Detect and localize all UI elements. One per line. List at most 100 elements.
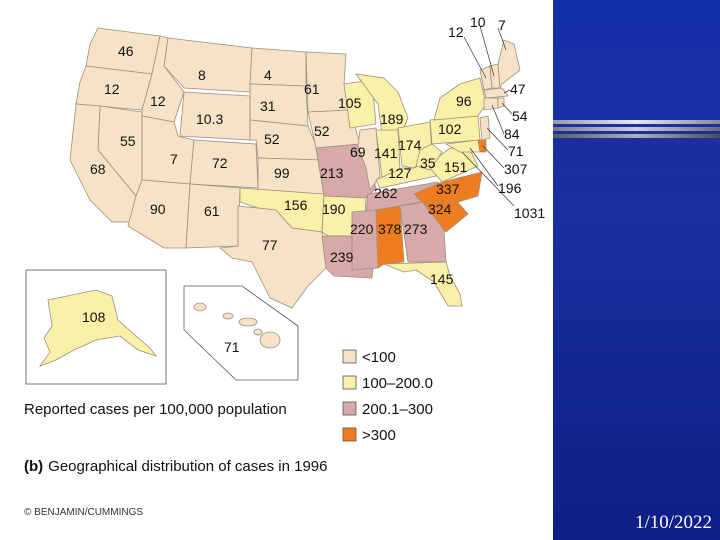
state-sd [249,83,309,127]
leader-line [469,147,499,187]
state-nj [479,115,491,141]
label-ky: 127 [388,165,412,181]
label-wv: 35 [420,155,436,171]
label-or: 12 [104,81,120,97]
legend-label-vhigh: >300 [362,427,396,444]
state-ms [351,209,379,271]
label-ia: 52 [314,123,330,139]
leader-line [482,145,505,169]
legend-label-low: <100 [362,349,396,366]
legend-swatch-vhigh [342,427,357,442]
legend-swatch-high [342,401,357,416]
label-md: 196 [498,180,522,196]
hawaii-islands [193,302,281,349]
legend-swatch-low [342,349,357,364]
label-mt: 8 [198,67,206,83]
label-co: 72 [212,155,228,171]
island [253,328,263,336]
label-ok: 156 [284,197,308,213]
blue-side-panel [553,0,720,540]
copyright-text: © BENJAMIN/CUMMINGS [24,507,143,518]
northeast-callouts: 12 10 7 47 54 84 71 307 196 1031 [448,14,545,221]
label-hi: 71 [224,339,240,355]
label-ne: 52 [264,131,280,147]
legend-label-mid: 100–200.0 [362,375,433,392]
label-ct: 84 [504,126,520,142]
figure-caption-title: Geographical distribution of cases in 19… [48,458,327,475]
state-al [375,205,405,269]
state-ri [497,97,505,109]
state-fl [383,261,463,307]
label-ms: 220 [350,221,374,237]
island [193,302,207,312]
label-wy: 10.3 [196,111,223,127]
state-wv [415,143,443,171]
label-mi: 189 [380,111,404,127]
label-la: 239 [330,249,354,265]
island [222,312,234,320]
legend: <100 100–200.0 200.1–300 >300 [342,349,433,444]
label-tn: 262 [374,185,398,201]
label-ri: 54 [512,108,528,124]
label-mo: 213 [320,165,344,181]
label-az: 90 [150,201,166,217]
legend-swatch-mid [342,375,357,390]
state-tx [219,205,327,309]
label-wi: 105 [338,95,362,111]
label-id: 12 [150,93,166,109]
reported-cases-caption: Reported cases per 100,000 population [24,401,287,418]
state-mt [163,37,253,93]
state-ak [38,289,158,367]
label-fl: 145 [430,271,454,287]
label-nm: 61 [204,203,220,219]
state-labels: 46 12 12 8 4 31 10.3 52 61 52 105 189 55… [90,43,472,287]
label-nc: 337 [436,181,460,197]
label-in: 141 [374,145,398,161]
label-de: 307 [504,161,528,177]
label-tx: 77 [262,237,278,253]
label-nd: 4 [264,67,272,83]
label-wa: 46 [118,43,134,59]
inset-frame [183,285,299,381]
leader-line [463,36,487,79]
state-md [445,139,481,153]
leader-line [479,25,495,77]
alaska-inset: 108 [25,269,167,385]
leader-line [501,102,513,115]
label-sc: 324 [428,201,452,217]
label-ca: 68 [90,161,106,177]
leader-line [503,89,511,94]
leader-lines [461,25,515,207]
label-pa: 102 [438,121,462,137]
label-dc: 1031 [514,205,545,221]
label-ar: 190 [322,201,346,217]
leader-line [497,27,507,51]
island [259,331,281,349]
state-il [357,127,381,191]
legend-label-high: 200.1–300 [362,401,433,418]
state-ma [483,87,509,99]
decorative-stripe [553,134,720,138]
leader-line [461,151,515,207]
leader-line [491,104,505,135]
state-nd [249,47,307,87]
label-il: 69 [350,144,366,160]
label-nv: 55 [120,133,136,149]
label-ks: 99 [274,165,290,181]
leader-line [486,127,509,151]
label-nh: 10 [470,14,486,30]
label-sd: 31 [260,98,276,114]
label-ny: 96 [456,93,472,109]
label-nj: 71 [508,143,524,159]
decorative-stripe [553,127,720,131]
label-mn: 61 [304,81,320,97]
label-vt: 12 [448,24,464,40]
state-ct [483,97,499,111]
label-ma: 47 [510,81,526,97]
figure-caption-prefix: (b) [24,458,43,475]
label-ut: 7 [170,151,178,167]
label-me: 7 [498,17,506,33]
label-oh: 174 [398,137,422,153]
label-va: 151 [444,159,468,175]
label-al: 378 [378,221,402,237]
